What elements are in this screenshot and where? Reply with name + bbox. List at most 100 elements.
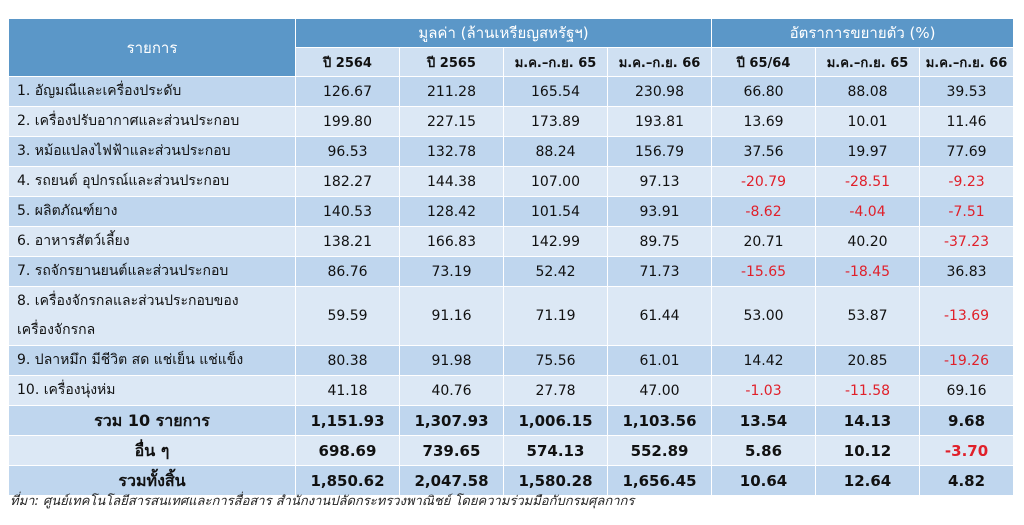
value-cell: -37.23	[919, 226, 1015, 257]
value-cell: 101.54	[503, 196, 608, 227]
value-cell: 75.56	[503, 345, 608, 376]
subheader-cell: ปี 65/64	[711, 47, 817, 77]
value-cell: -7.51	[919, 196, 1015, 227]
export-value-table: รายการ มูลค่า (ล้านเหรียญสหรัฐฯ) อัตรากา…	[8, 18, 1015, 496]
table-row: 5. ผลิตภัณฑ์ยาง 140.53 128.42 101.54 93.91 -8…	[8, 196, 1015, 227]
row-label: 1. อัญมณีและเครื่องประดับ	[8, 76, 296, 107]
row-label: 8. เครื่องจักรกลและส่วนประกอบของเครื่องจ…	[8, 286, 296, 346]
value-cell: 199.80	[295, 106, 400, 137]
value-cell: 14.42	[711, 345, 817, 376]
value-cell: 11.46	[919, 106, 1015, 137]
subheader-cell: ปี 2564	[295, 47, 400, 77]
value-cell: 40.76	[399, 375, 504, 406]
value-cell: 20.71	[711, 226, 817, 257]
value-cell: 140.53	[295, 196, 400, 227]
subheader-cell: ปี 2565	[399, 47, 504, 77]
value-cell: 89.75	[606, 226, 713, 257]
value-cell: 574.13	[503, 435, 608, 466]
subheader-row: ปี 2564 ปี 2565 ม.ค.–ก.ย. 65 ม.ค.–ก.ย. 6…	[9, 47, 1015, 77]
value-cell: 36.83	[919, 256, 1015, 287]
value-cell: 10.64	[711, 465, 817, 496]
table-row: 3. หม้อแปลงไฟฟ้าและส่วนประกอบ 96.53 132.78…	[8, 136, 1015, 167]
value-cell: -1.03	[711, 375, 817, 406]
growth-group-header: อัตราการขยายตัว (%)	[711, 18, 1015, 48]
row-label: 10. เครื่องนุ่งห่ม	[8, 375, 296, 406]
value-cell: 52.42	[503, 256, 608, 287]
value-cell: 211.28	[399, 76, 504, 107]
subheader-cell: ม.ค.–ก.ย. 65	[503, 47, 608, 77]
row-label: 6. อาหารสัตว์เลี้ยง	[8, 226, 296, 257]
value-cell: -18.45	[815, 256, 921, 287]
value-cell: -28.51	[815, 166, 921, 197]
value-cell: 80.38	[295, 345, 400, 376]
value-cell: -11.58	[815, 375, 921, 406]
value-cell: 37.56	[711, 136, 817, 167]
value-cell: 86.76	[295, 256, 400, 287]
value-cell: 27.78	[503, 375, 608, 406]
value-cell: 126.67	[295, 76, 400, 107]
value-cell: -20.79	[711, 166, 817, 197]
value-cell: 193.81	[606, 106, 713, 137]
value-cell: 91.16	[399, 286, 504, 346]
table-row: รวมทั้งสิ้น 1,850.62 2,047.58 1,580.28 1,656…	[8, 465, 1015, 496]
value-cell: 552.89	[606, 435, 713, 466]
row-label: 9. ปลาหมึก มีชีวิต สด แช่เย็น แช่แข็ง	[8, 345, 296, 376]
value-cell: -15.65	[711, 256, 817, 287]
value-cell: 182.27	[295, 166, 400, 197]
value-cell: 66.80	[711, 76, 817, 107]
table-row: รวม 10 รายการ 1,151.93 1,307.93 1,006.15 1,1…	[8, 405, 1015, 436]
value-cell: 142.99	[503, 226, 608, 257]
value-cell: 20.85	[815, 345, 921, 376]
source-note: ที่มา: ศูนย์เทคโนโลยีสารสนเทศและการสื่อส…	[10, 494, 635, 509]
value-cell: 91.98	[399, 345, 504, 376]
row-label: อื่น ๆ	[8, 435, 296, 466]
value-cell: 1,307.93	[399, 405, 504, 436]
value-cell: 173.89	[503, 106, 608, 137]
item-column-header: รายการ	[8, 18, 296, 77]
table-row: 2. เครื่องปรับอากาศและส่วนประกอบ 199.80 22…	[8, 106, 1015, 137]
value-cell: 96.53	[295, 136, 400, 167]
value-cell: 1,850.62	[295, 465, 400, 496]
value-cell: 1,006.15	[503, 405, 608, 436]
value-cell: -19.26	[919, 345, 1015, 376]
value-cell: -8.62	[711, 196, 817, 227]
value-cell: 14.13	[815, 405, 921, 436]
row-label: 3. หม้อแปลงไฟฟ้าและส่วนประกอบ	[8, 136, 296, 167]
value-cell: -9.23	[919, 166, 1015, 197]
value-cell: 4.82	[919, 465, 1015, 496]
subheader-cell: ม.ค.–ก.ย. 66	[606, 47, 713, 77]
value-cell: 13.54	[711, 405, 817, 436]
value-cell: -13.69	[919, 286, 1015, 346]
value-cell: 1,580.28	[503, 465, 608, 496]
table-row: 9. ปลาหมึก มีชีวิต สด แช่เย็น แช่แข็ง 80.…	[8, 345, 1015, 376]
table-row: 7. รถจักรยานยนต์และส่วนประกอบ 86.76 73.19 5…	[8, 256, 1015, 287]
value-cell: 166.83	[399, 226, 504, 257]
value-cell: 39.53	[919, 76, 1015, 107]
table-row: 10. เครื่องนุ่งห่ม 41.18 40.76 27.78 47.00 -1…	[8, 375, 1015, 406]
value-cell: 1,656.45	[606, 465, 713, 496]
value-cell: 156.79	[606, 136, 713, 167]
export-table-container: รายการ มูลค่า (ล้านเหรียญสหรัฐฯ) อัตรากา…	[8, 18, 1015, 496]
value-cell: 59.59	[295, 286, 400, 346]
subheader-cell: ม.ค.–ก.ย. 65	[815, 47, 921, 77]
subheader-cell: ม.ค.–ก.ย. 66	[919, 47, 1015, 77]
value-group-header: มูลค่า (ล้านเหรียญสหรัฐฯ)	[294, 18, 713, 48]
row-label: รวม 10 รายการ	[8, 405, 296, 436]
value-cell: 88.24	[503, 136, 608, 167]
value-cell: 77.69	[919, 136, 1015, 167]
value-cell: 132.78	[399, 136, 504, 167]
value-cell: 12.64	[815, 465, 921, 496]
value-cell: 230.98	[606, 76, 713, 107]
value-cell: 71.73	[606, 256, 713, 287]
table-row: 6. อาหารสัตว์เลี้ยง 138.21 166.83 142.99 89.…	[8, 226, 1015, 257]
value-cell: 97.13	[606, 166, 713, 197]
value-cell: 739.65	[399, 435, 504, 466]
table-row: 1. อัญมณีและเครื่องประดับ 126.67 211.28 165…	[8, 76, 1015, 107]
value-cell: 69.16	[919, 375, 1015, 406]
value-cell: 41.18	[295, 375, 400, 406]
value-cell: 227.15	[399, 106, 504, 137]
value-cell: 10.12	[815, 435, 921, 466]
value-cell: 93.91	[606, 196, 713, 227]
table-row: อื่น ๆ 698.69 739.65 574.13 552.89 5.86 10.12-…	[8, 435, 1015, 466]
value-cell: 128.42	[399, 196, 504, 227]
